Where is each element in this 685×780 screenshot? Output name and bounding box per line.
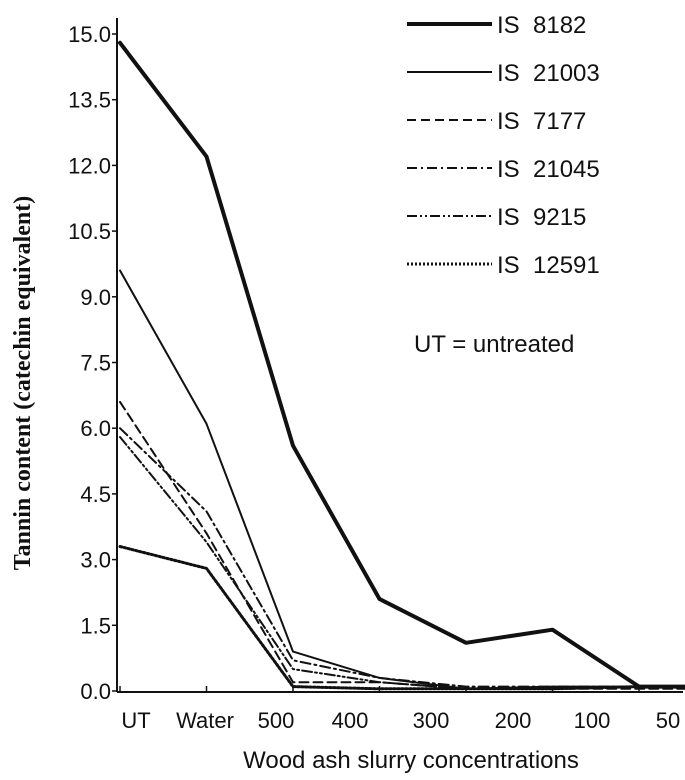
x-tick-label: Water (176, 708, 234, 733)
legend-label: IS 7177 (497, 108, 586, 135)
y-tick-label: 12.0 (68, 153, 111, 178)
x-tick-label: 500 (258, 708, 295, 733)
series-line (119, 400, 685, 690)
series-lines (118, 40, 685, 691)
x-tick-label: 300 (413, 708, 450, 733)
y-tick-label: 10.5 (68, 219, 111, 244)
series-line (119, 436, 685, 690)
legend-label: IS 9215 (497, 204, 586, 231)
x-tick-label: 100 (574, 708, 611, 733)
x-tick-label: 400 (332, 708, 369, 733)
x-axis-label: Wood ash slurry concentrations (243, 747, 579, 774)
series-line (119, 427, 685, 688)
y-tick-label: 13.5 (68, 88, 111, 113)
legend: IS 8182 IS 21003 IS 7177 IS 21045 IS 9215 IS … (407, 12, 600, 279)
x-tick-label: 200 (495, 708, 532, 733)
series-line (119, 269, 685, 690)
y-axis-label: Tannin content (catechin equivalent) (10, 196, 36, 570)
y-tick-label: 4.5 (80, 482, 111, 507)
legend-label: IS 21003 (497, 60, 600, 87)
x-ticks: UT Water 500 400 300 200 100 50 (119, 686, 680, 733)
y-tick-label: 1.5 (80, 613, 111, 638)
legend-label: IS 12591 (497, 252, 600, 279)
note-ut-untreated: UT = untreated (414, 331, 574, 358)
legend-label: IS 21045 (497, 156, 600, 183)
axes (116, 18, 683, 693)
y-tick-label: 0.0 (80, 679, 111, 704)
y-tick-label: 7.5 (80, 351, 111, 376)
x-tick-label: UT (121, 708, 150, 733)
y-tick-label: 3.0 (80, 548, 111, 573)
series-line (118, 40, 685, 689)
y-tick-label: 6.0 (80, 416, 111, 441)
y-tick-label: 9.0 (80, 285, 111, 310)
legend-label: IS 8182 (497, 12, 586, 39)
series-line (118, 545, 685, 691)
y-ticks: 0.0 1.5 3.0 4.5 6.0 7.5 9.0 10.5 12.0 13.5 15.0 (68, 22, 117, 704)
x-tick-label: 50 (656, 708, 680, 733)
y-tick-label: 15.0 (68, 22, 111, 47)
